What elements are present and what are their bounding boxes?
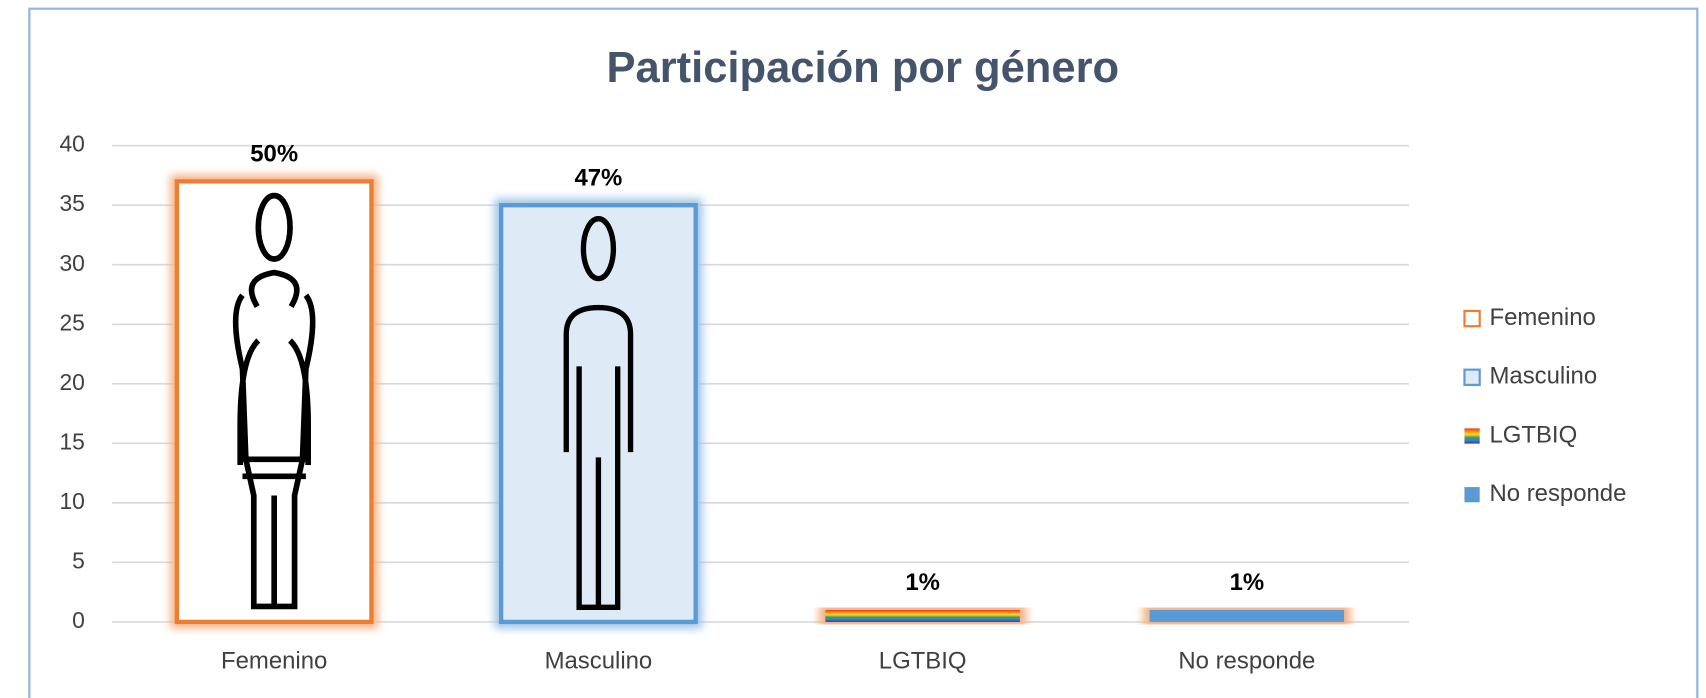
data-label: 1% bbox=[1230, 569, 1265, 596]
x-tick-label: No responde bbox=[1178, 647, 1315, 674]
bar bbox=[825, 609, 1020, 622]
legend-label: Masculino bbox=[1489, 363, 1597, 390]
y-tick-label: 10 bbox=[59, 488, 84, 514]
figure-head bbox=[580, 215, 617, 282]
chart-title: Participación por género bbox=[606, 44, 1119, 92]
legend-label: LGTBIQ bbox=[1489, 421, 1577, 448]
data-label: 50% bbox=[250, 141, 298, 168]
x-tick-label: Femenino bbox=[221, 647, 327, 674]
bar bbox=[1149, 609, 1345, 622]
legend-label: No responde bbox=[1489, 480, 1626, 507]
data-label: 47% bbox=[574, 164, 622, 191]
legend-label: Femenino bbox=[1489, 304, 1595, 331]
figure-icon bbox=[232, 192, 316, 610]
figure-icon bbox=[563, 215, 634, 610]
x-tick-label: LGTBIQ bbox=[879, 647, 967, 674]
figure-body bbox=[563, 304, 634, 610]
y-tick-label: 25 bbox=[59, 309, 84, 335]
data-label: 1% bbox=[905, 569, 940, 596]
y-tick-label: 35 bbox=[59, 190, 84, 216]
legend-swatch bbox=[1464, 428, 1480, 444]
y-tick-label: 15 bbox=[59, 428, 84, 454]
legend-swatch bbox=[1463, 309, 1481, 328]
figure-body bbox=[232, 269, 316, 610]
legend-swatch bbox=[1464, 487, 1480, 503]
y-tick-label: 40 bbox=[59, 131, 84, 157]
figure-head bbox=[255, 192, 293, 262]
y-tick-label: 0 bbox=[72, 607, 85, 633]
y-tick-label: 5 bbox=[72, 547, 85, 573]
x-tick-label: Masculino bbox=[545, 647, 653, 674]
legend-swatch bbox=[1463, 368, 1481, 386]
y-tick-label: 30 bbox=[59, 250, 84, 276]
y-tick-label: 20 bbox=[59, 369, 84, 395]
